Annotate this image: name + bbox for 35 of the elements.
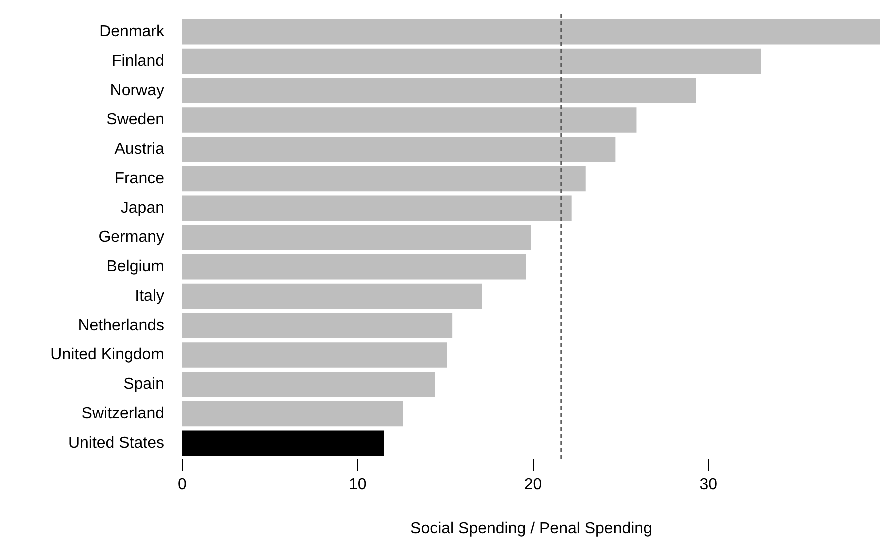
bar [182,78,696,104]
y-tick-label: Sweden [106,112,165,129]
bar [182,196,572,221]
bar [182,284,482,310]
y-tick-label: Netherlands [78,317,165,334]
bar [182,313,453,338]
bar [182,430,384,456]
bar [182,254,526,280]
y-tick-label: Austria [114,141,165,158]
x-axis-title: Social Spending / Penal Spending [410,520,652,538]
y-tick-label: France [114,170,165,188]
y-tick-label: Germany [98,229,164,246]
x-tick-label: 0 [178,476,188,494]
bar [182,342,448,368]
x-tick-label: 30 [700,476,718,494]
bar [182,19,880,45]
y-tick-label: Switzerland [82,405,164,422]
x-tick-label: 20 [524,476,542,494]
bar [182,166,586,192]
y-tick-label: Norway [110,82,164,100]
y-tick-label: Denmark [100,24,166,41]
y-tick-label: Finland [112,52,165,70]
bar [182,108,637,133]
bar [182,48,762,74]
bar [182,136,616,162]
y-tick-label: Japan [120,200,164,217]
y-tick-label: Belgium [106,258,165,276]
y-tick-label: United States [68,434,165,452]
bar [182,225,532,250]
y-tick-label: Italy [135,288,164,305]
y-tick-label: Spain [124,376,164,394]
y-tick-label: United Kingdom [50,346,164,364]
bar [182,401,404,427]
x-tick-label: 10 [348,476,367,494]
bar [182,372,436,398]
